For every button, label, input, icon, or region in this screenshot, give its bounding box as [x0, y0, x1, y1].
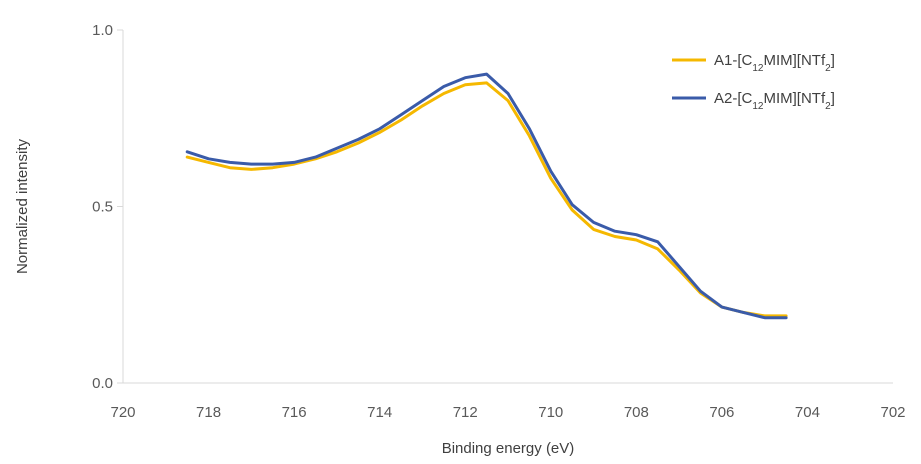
legend-label-2: A2-[C12MIM][NTf2] [714, 90, 835, 112]
x-tick-label: 706 [709, 404, 734, 421]
x-tick-label: 710 [538, 404, 563, 421]
y-tick-label: 0.0 [92, 375, 113, 392]
x-axis-ticks: 720 718 716 714 712 710 708 706 704 702 [110, 404, 905, 421]
legend: A1-[C12MIM][NTf2] A2-[C12MIM][NTf2] [672, 52, 835, 112]
y-tick-label: 0.5 [92, 199, 113, 216]
y-tick-label: 1.0 [92, 22, 113, 39]
x-tick-label: 712 [453, 404, 478, 421]
x-tick-label: 720 [110, 404, 135, 421]
x-axis-title: Binding energy (eV) [442, 440, 575, 457]
y-axis-ticks: 0.0 0.5 1.0 [92, 22, 123, 392]
legend-label-1: A1-[C12MIM][NTf2] [714, 52, 835, 74]
x-tick-label: 702 [880, 404, 905, 421]
y-axis-title: Normalized intensity [14, 138, 31, 274]
series-layer [185, 72, 788, 320]
x-tick-label: 704 [795, 404, 820, 421]
x-tick-label: 718 [196, 404, 221, 421]
series-line-2 [185, 72, 788, 320]
x-tick-label: 708 [624, 404, 649, 421]
x-tick-label: 714 [367, 404, 392, 421]
series-line-1 [185, 81, 788, 318]
x-tick-label: 716 [282, 404, 307, 421]
